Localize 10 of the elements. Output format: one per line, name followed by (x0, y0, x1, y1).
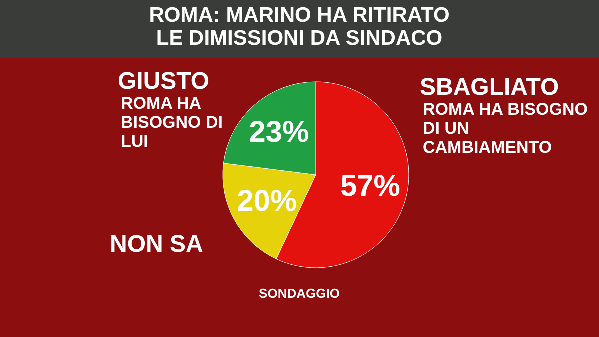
slice-label: NON SA (110, 231, 204, 258)
text: ROMA HA BISOGNO DI UN CAMBIAMENTO (423, 100, 588, 157)
chart-title: ROMA: MARINO HA RITIRATO LE DIMISSIONI DA SINDACO (149, 4, 450, 50)
slice-label: SBAGLIATO (420, 74, 560, 101)
data-label: 20% (237, 184, 298, 218)
text: SONDAGGIO (259, 286, 340, 301)
slice-label: GIUSTO (118, 68, 210, 95)
data-label: 23% (249, 116, 310, 150)
text: ROMA HA BISOGNO DI LUI (121, 94, 224, 151)
data-label: 57% (340, 170, 400, 204)
